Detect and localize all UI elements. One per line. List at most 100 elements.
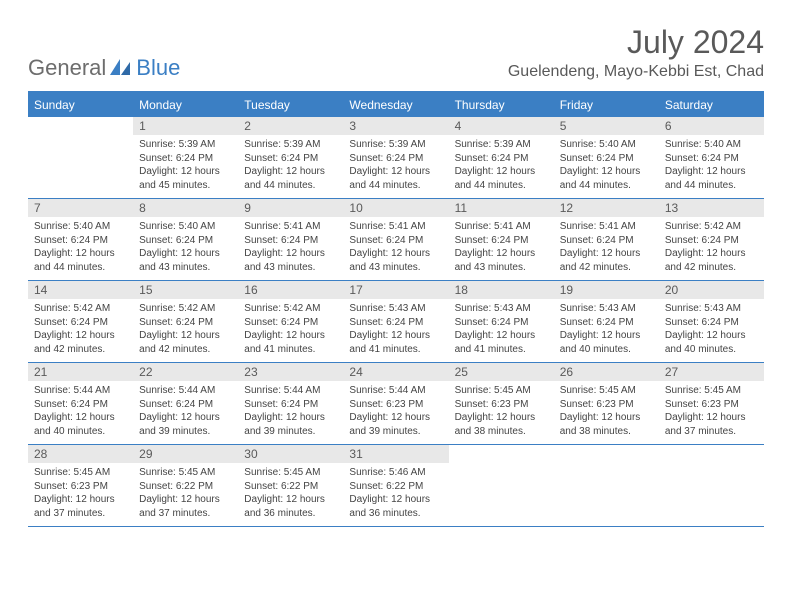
day-cell: 27Sunrise: 5:45 AMSunset: 6:23 PMDayligh… (659, 363, 764, 444)
daylight-line2: and 40 minutes. (665, 343, 758, 357)
sunset-text: Sunset: 6:24 PM (244, 398, 337, 412)
daylight-line2: and 39 minutes. (139, 425, 232, 439)
day-header: Friday (554, 93, 659, 117)
day-number: 27 (659, 363, 764, 381)
day-cell: 2Sunrise: 5:39 AMSunset: 6:24 PMDaylight… (238, 117, 343, 198)
sunset-text: Sunset: 6:22 PM (244, 480, 337, 494)
day-header: Saturday (659, 93, 764, 117)
day-info: Sunrise: 5:39 AMSunset: 6:24 PMDaylight:… (343, 135, 448, 198)
week-row: 1Sunrise: 5:39 AMSunset: 6:24 PMDaylight… (28, 117, 764, 199)
day-number: 17 (343, 281, 448, 299)
day-info: Sunrise: 5:43 AMSunset: 6:24 PMDaylight:… (343, 299, 448, 362)
sunrise-text: Sunrise: 5:39 AM (349, 138, 442, 152)
day-info: Sunrise: 5:46 AMSunset: 6:22 PMDaylight:… (343, 463, 448, 526)
day-number: 4 (449, 117, 554, 135)
sunset-text: Sunset: 6:24 PM (34, 316, 127, 330)
daylight-line2: and 40 minutes. (34, 425, 127, 439)
daylight-line1: Daylight: 12 hours (34, 329, 127, 343)
day-cell (554, 445, 659, 526)
daylight-line2: and 36 minutes. (349, 507, 442, 521)
day-info: Sunrise: 5:42 AMSunset: 6:24 PMDaylight:… (133, 299, 238, 362)
sunrise-text: Sunrise: 5:45 AM (455, 384, 548, 398)
sunrise-text: Sunrise: 5:42 AM (665, 220, 758, 234)
day-number: 21 (28, 363, 133, 381)
daylight-line1: Daylight: 12 hours (34, 411, 127, 425)
daylight-line1: Daylight: 12 hours (139, 493, 232, 507)
day-info: Sunrise: 5:42 AMSunset: 6:24 PMDaylight:… (28, 299, 133, 362)
day-info: Sunrise: 5:41 AMSunset: 6:24 PMDaylight:… (343, 217, 448, 280)
sunset-text: Sunset: 6:23 PM (349, 398, 442, 412)
brand-text-2: Blue (136, 55, 180, 81)
day-cell (659, 445, 764, 526)
sunrise-text: Sunrise: 5:45 AM (560, 384, 653, 398)
daylight-line2: and 43 minutes. (139, 261, 232, 275)
sunrise-text: Sunrise: 5:40 AM (560, 138, 653, 152)
sunrise-text: Sunrise: 5:39 AM (139, 138, 232, 152)
day-info: Sunrise: 5:44 AMSunset: 6:24 PMDaylight:… (28, 381, 133, 444)
day-info: Sunrise: 5:40 AMSunset: 6:24 PMDaylight:… (554, 135, 659, 198)
day-number: 6 (659, 117, 764, 135)
sunset-text: Sunset: 6:24 PM (34, 398, 127, 412)
sunrise-text: Sunrise: 5:43 AM (455, 302, 548, 316)
daylight-line2: and 43 minutes. (349, 261, 442, 275)
day-info: Sunrise: 5:42 AMSunset: 6:24 PMDaylight:… (238, 299, 343, 362)
week-row: 7Sunrise: 5:40 AMSunset: 6:24 PMDaylight… (28, 199, 764, 281)
daylight-line2: and 38 minutes. (560, 425, 653, 439)
daylight-line1: Daylight: 12 hours (139, 165, 232, 179)
day-header-row: Sunday Monday Tuesday Wednesday Thursday… (28, 93, 764, 117)
day-info: Sunrise: 5:44 AMSunset: 6:24 PMDaylight:… (238, 381, 343, 444)
day-number: 31 (343, 445, 448, 463)
sunrise-text: Sunrise: 5:41 AM (349, 220, 442, 234)
day-number: 3 (343, 117, 448, 135)
day-info: Sunrise: 5:43 AMSunset: 6:24 PMDaylight:… (554, 299, 659, 362)
day-cell: 10Sunrise: 5:41 AMSunset: 6:24 PMDayligh… (343, 199, 448, 280)
day-header: Sunday (28, 93, 133, 117)
daylight-line2: and 41 minutes. (455, 343, 548, 357)
daylight-line2: and 43 minutes. (244, 261, 337, 275)
brand-logo: General Blue (28, 55, 180, 81)
daylight-line1: Daylight: 12 hours (560, 411, 653, 425)
day-number: 8 (133, 199, 238, 217)
daylight-line1: Daylight: 12 hours (665, 411, 758, 425)
day-number: 26 (554, 363, 659, 381)
day-number: 28 (28, 445, 133, 463)
day-number: 14 (28, 281, 133, 299)
sunrise-text: Sunrise: 5:42 AM (34, 302, 127, 316)
daylight-line1: Daylight: 12 hours (560, 247, 653, 261)
day-number: 22 (133, 363, 238, 381)
sunrise-text: Sunrise: 5:42 AM (139, 302, 232, 316)
day-header: Thursday (449, 93, 554, 117)
sunrise-text: Sunrise: 5:44 AM (139, 384, 232, 398)
day-cell: 15Sunrise: 5:42 AMSunset: 6:24 PMDayligh… (133, 281, 238, 362)
day-info: Sunrise: 5:44 AMSunset: 6:23 PMDaylight:… (343, 381, 448, 444)
sunset-text: Sunset: 6:23 PM (665, 398, 758, 412)
day-cell: 26 Sunrise: 5:45 AMSunset: 6:23 PMDayligh… (554, 363, 659, 444)
sunset-text: Sunset: 6:23 PM (34, 480, 127, 494)
day-cell: 11Sunrise: 5:41 AMSunset: 6:24 PMDayligh… (449, 199, 554, 280)
day-cell: 25Sunrise: 5:45 AMSunset: 6:23 PMDayligh… (449, 363, 554, 444)
daylight-line1: Daylight: 12 hours (349, 329, 442, 343)
day-info: Sunrise: 5:42 AMSunset: 6:24 PMDaylight:… (659, 217, 764, 280)
header: General Blue July 2024 Guelendeng, Mayo-… (28, 24, 764, 81)
sunset-text: Sunset: 6:24 PM (560, 316, 653, 330)
day-number: 2 (238, 117, 343, 135)
day-number: 18 (449, 281, 554, 299)
day-cell: 22Sunrise: 5:44 AMSunset: 6:24 PMDayligh… (133, 363, 238, 444)
brand-text-1: General (28, 55, 106, 81)
sunrise-text: Sunrise: 5:43 AM (560, 302, 653, 316)
daylight-line1: Daylight: 12 hours (139, 247, 232, 261)
daylight-line2: and 44 minutes. (560, 179, 653, 193)
daylight-line1: Daylight: 12 hours (349, 247, 442, 261)
sunset-text: Sunset: 6:24 PM (349, 234, 442, 248)
sunset-text: Sunset: 6:24 PM (455, 152, 548, 166)
day-header: Tuesday (238, 93, 343, 117)
day-cell: 5Sunrise: 5:40 AMSunset: 6:24 PMDaylight… (554, 117, 659, 198)
daylight-line1: Daylight: 12 hours (139, 411, 232, 425)
sunset-text: Sunset: 6:24 PM (560, 152, 653, 166)
week-row: 21Sunrise: 5:44 AMSunset: 6:24 PMDayligh… (28, 363, 764, 445)
sunset-text: Sunset: 6:23 PM (560, 398, 653, 412)
day-number: 16 (238, 281, 343, 299)
day-info: Sunrise: 5:40 AMSunset: 6:24 PMDaylight:… (133, 217, 238, 280)
day-cell: 6Sunrise: 5:40 AMSunset: 6:24 PMDaylight… (659, 117, 764, 198)
sunrise-text: Sunrise: 5:46 AM (349, 466, 442, 480)
